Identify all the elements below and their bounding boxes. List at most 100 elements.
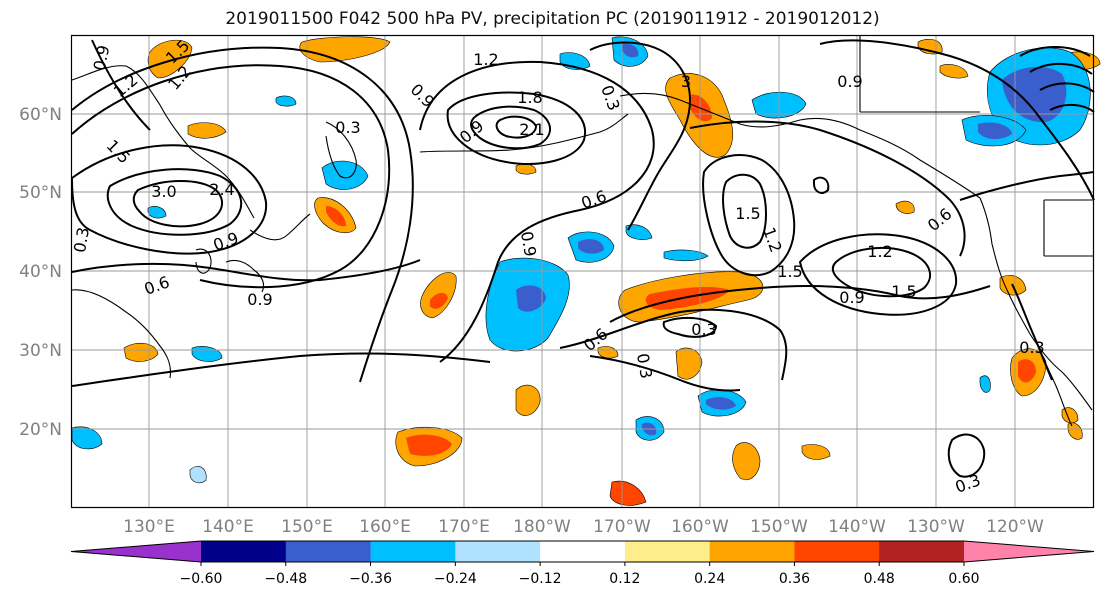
precip-blob-negative bbox=[1002, 66, 1067, 123]
contour-label: 1.5 bbox=[103, 136, 134, 167]
coast-canada bbox=[859, 36, 1094, 257]
precip-blob-positive bbox=[895, 200, 915, 214]
colorbar-tick-label: 0.12 bbox=[609, 571, 640, 587]
precip-blob-negative bbox=[189, 466, 207, 484]
pv-contour bbox=[1029, 62, 1093, 75]
contour-label: 3 bbox=[681, 72, 691, 91]
contour-label-group: 0.3 bbox=[70, 226, 93, 254]
pv-contour bbox=[1019, 46, 1091, 57]
contour-label-group: 0.9 bbox=[517, 230, 540, 258]
colorbar-segment bbox=[370, 541, 456, 562]
coast-alaska bbox=[619, 92, 981, 199]
precip-blob-positive bbox=[515, 384, 541, 416]
contour-label: 0.9 bbox=[407, 80, 438, 111]
pv-contour bbox=[959, 171, 1095, 201]
pv-contour bbox=[689, 120, 966, 257]
contour-label: 1.8 bbox=[517, 88, 542, 107]
longitude-label: 140°E bbox=[202, 517, 254, 537]
pv-contour bbox=[722, 173, 767, 249]
colorbar-segment bbox=[624, 541, 711, 562]
pv-contour bbox=[702, 154, 796, 277]
contour-label: 1.2 bbox=[867, 242, 892, 261]
contour-label: 3.0 bbox=[151, 182, 176, 201]
colorbar-segment bbox=[794, 541, 880, 562]
longitude-label: 160°E bbox=[359, 517, 411, 537]
coast-na-west bbox=[979, 197, 1093, 411]
precipitation-shading bbox=[71, 36, 1101, 506]
pv-contour bbox=[1011, 283, 1053, 381]
precip-blob-negative bbox=[578, 239, 604, 254]
precip-blob-negative bbox=[979, 375, 991, 393]
contour-label-group: 2.4 bbox=[209, 180, 234, 199]
precip-blob-positive bbox=[597, 346, 619, 359]
longitude-label: 150°W bbox=[750, 517, 808, 537]
precip-blob-positive bbox=[732, 442, 761, 480]
latitude-label: 20°N bbox=[19, 420, 62, 440]
contour-label: 0.3 bbox=[70, 226, 93, 254]
precip-blob-positive bbox=[515, 163, 537, 175]
contour-label-group: 0.3 bbox=[633, 352, 656, 380]
precip-blob-positive bbox=[1067, 422, 1083, 440]
contour-label-group: 1.5 bbox=[103, 136, 134, 167]
precip-blob-positive bbox=[1018, 359, 1036, 383]
precip-blob-positive bbox=[187, 122, 227, 139]
precip-blob-positive bbox=[406, 434, 452, 456]
longitude-label: 150°E bbox=[281, 517, 333, 537]
contour-label-group: 2.1 bbox=[519, 120, 544, 139]
precip-blob-negative bbox=[622, 43, 639, 58]
contour-label: 1.5 bbox=[777, 262, 802, 281]
pv-contour bbox=[947, 433, 986, 478]
latitude-labels: 60°N 50°N 40°N 30°N 20°N bbox=[19, 105, 62, 440]
precip-blob-positive bbox=[299, 36, 391, 63]
contour-label-group: 3.0 bbox=[151, 182, 176, 201]
contour-label: 1.5 bbox=[891, 282, 916, 301]
contour-label: 1.2 bbox=[110, 70, 142, 101]
pv-contour bbox=[446, 91, 587, 165]
precip-blob-positive bbox=[326, 206, 346, 227]
pv-contour bbox=[132, 180, 224, 228]
longitude-label: 130°E bbox=[123, 517, 175, 537]
longitude-label: 180°W bbox=[513, 517, 571, 537]
colorbar: −0.60 −0.48 −0.36 −0.24 −0.12 0.12 0.24 0.36 0.4… bbox=[70, 540, 1095, 587]
coast-aleutians bbox=[419, 113, 629, 153]
contour-label: 2.1 bbox=[519, 120, 544, 139]
precip-blob-negative bbox=[663, 249, 709, 262]
colorbar-segment bbox=[285, 541, 372, 562]
pv-contour bbox=[819, 39, 1095, 201]
contour-label: 0.9 bbox=[247, 290, 272, 309]
contour-label: 0.9 bbox=[90, 43, 114, 72]
colorbar-tick-label: 0.60 bbox=[948, 571, 979, 587]
contour-label-group: 1.2 bbox=[759, 225, 786, 255]
longitude-label: 170°W bbox=[593, 517, 651, 537]
colorbar-segment bbox=[709, 541, 795, 562]
longitude-label: 160°W bbox=[671, 517, 729, 537]
contour-label: 1.5 bbox=[735, 204, 760, 223]
colorbar-tick-label: 0.48 bbox=[864, 571, 895, 587]
precip-blob-positive bbox=[939, 64, 969, 79]
contour-label-group: 0.9 bbox=[407, 80, 438, 111]
longitude-labels: 130°E 140°E 150°E 160°E 170°E 180°W 170°W 160°W… bbox=[123, 517, 1044, 537]
pv-contour bbox=[71, 259, 421, 282]
pv-contour bbox=[70, 144, 268, 255]
coastlines bbox=[71, 36, 1094, 427]
pv-contour bbox=[609, 285, 991, 323]
contour-label-group: 1.8 bbox=[517, 88, 542, 107]
contour-label-group: 1.2 bbox=[473, 50, 498, 69]
pv-contour bbox=[91, 39, 151, 131]
contour-label-group: 0.9 bbox=[837, 72, 862, 91]
pv-contour bbox=[71, 46, 414, 383]
contour-labels: 0.9 1.21.51.2 1.20.9 1.80.3 0.932.11.53.0 2.4… bbox=[70, 36, 1045, 497]
contour-label-group: 3 bbox=[681, 72, 691, 91]
contour-label-group: 0.3 bbox=[335, 118, 360, 137]
contour-label: 2.4 bbox=[209, 180, 234, 199]
precip-blob-positive bbox=[801, 444, 831, 460]
pv-contours bbox=[70, 39, 1095, 478]
latitude-label: 50°N bbox=[19, 183, 62, 203]
precip-blob-negative bbox=[275, 95, 297, 107]
contour-label-group: 1.5 bbox=[891, 282, 916, 301]
contour-label: 0.9 bbox=[837, 72, 862, 91]
pv-contour bbox=[495, 115, 538, 139]
contour-label: 0.6 bbox=[924, 204, 956, 235]
contour-label: 0.3 bbox=[691, 320, 716, 339]
pv-contour bbox=[470, 105, 551, 150]
